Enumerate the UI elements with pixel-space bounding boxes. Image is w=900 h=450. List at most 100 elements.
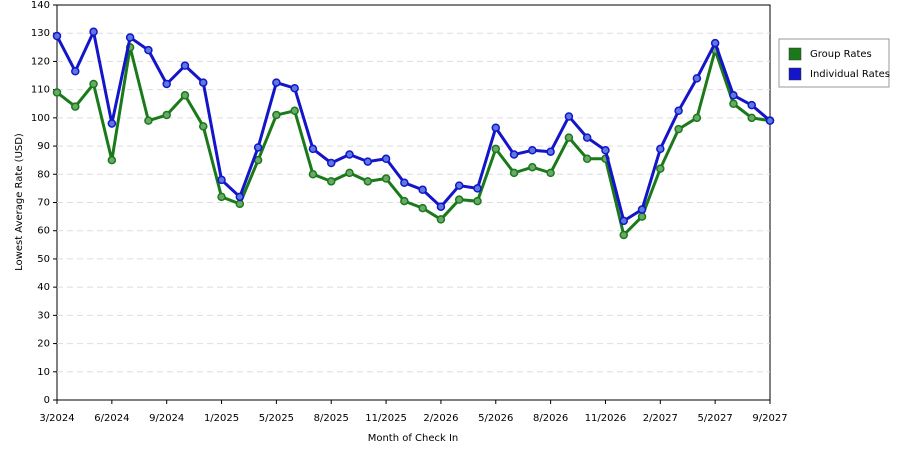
data-point bbox=[52, 88, 62, 97]
data-point bbox=[162, 110, 171, 120]
data-point bbox=[564, 133, 574, 142]
data-point bbox=[326, 158, 336, 168]
legend-label: Group Rates bbox=[810, 49, 872, 60]
data-point bbox=[199, 122, 208, 131]
data-point bbox=[89, 27, 98, 37]
y-tick-label: 90 bbox=[37, 141, 50, 152]
y-tick-label: 110 bbox=[31, 85, 50, 96]
data-point bbox=[436, 202, 446, 211]
data-point bbox=[253, 143, 263, 152]
x-tick-label: 5/2027 bbox=[698, 413, 733, 424]
x-tick-label: 11/2025 bbox=[365, 413, 407, 424]
legend-swatch bbox=[788, 67, 802, 81]
data-point bbox=[564, 112, 574, 121]
data-point bbox=[180, 91, 190, 100]
legend-swatch bbox=[788, 47, 802, 61]
data-point bbox=[235, 199, 245, 209]
series-line bbox=[56, 45, 771, 237]
data-point bbox=[491, 144, 501, 154]
data-point bbox=[710, 38, 720, 48]
data-point bbox=[52, 31, 62, 41]
x-tick-label: 9/2027 bbox=[752, 413, 787, 424]
y-tick-label: 30 bbox=[37, 310, 50, 321]
data-point bbox=[473, 184, 482, 193]
data-point bbox=[528, 146, 537, 155]
data-point bbox=[692, 113, 702, 123]
x-axis-title: Month of Check In bbox=[368, 433, 459, 444]
data-point bbox=[637, 212, 647, 221]
data-point bbox=[162, 79, 171, 89]
y-tick-label: 20 bbox=[37, 339, 50, 350]
x-tick-label: 3/2024 bbox=[39, 413, 74, 424]
data-point bbox=[692, 74, 702, 83]
data-point bbox=[619, 230, 628, 240]
data-point bbox=[272, 78, 281, 87]
data-point bbox=[619, 216, 628, 226]
y-tick-label: 10 bbox=[37, 367, 50, 378]
data-point bbox=[546, 168, 555, 178]
data-point bbox=[71, 67, 80, 76]
y-tick-label: 70 bbox=[37, 198, 50, 209]
data-point bbox=[656, 144, 665, 154]
x-tick-label: 8/2026 bbox=[533, 413, 568, 424]
y-tick-label: 100 bbox=[31, 113, 50, 124]
data-point bbox=[674, 106, 683, 116]
x-tick-label: 6/2024 bbox=[94, 413, 129, 424]
x-tick-label: 1/2025 bbox=[204, 413, 239, 424]
x-tick-label: 5/2025 bbox=[259, 413, 294, 424]
y-tick-label: 0 bbox=[44, 395, 50, 406]
y-tick-label: 50 bbox=[37, 254, 50, 265]
x-tick-label: 11/2026 bbox=[585, 413, 627, 424]
data-point bbox=[400, 196, 409, 206]
x-tick-label: 8/2025 bbox=[314, 413, 349, 424]
data-point bbox=[308, 144, 318, 154]
data-point bbox=[418, 203, 427, 213]
data-point bbox=[656, 164, 665, 173]
data-point bbox=[381, 174, 391, 183]
data-point bbox=[637, 205, 647, 214]
data-point bbox=[765, 116, 775, 125]
data-point bbox=[71, 102, 80, 111]
data-point bbox=[107, 119, 117, 128]
y-tick-label: 140 bbox=[31, 0, 50, 11]
plot-frame bbox=[56, 4, 771, 401]
data-point bbox=[235, 192, 245, 202]
data-point bbox=[290, 83, 299, 93]
data-point bbox=[363, 157, 373, 166]
data-point bbox=[326, 177, 336, 186]
x-tick-label: 5/2026 bbox=[478, 413, 513, 424]
data-point bbox=[747, 113, 756, 123]
data-point bbox=[582, 154, 592, 164]
data-point bbox=[509, 168, 519, 178]
data-point bbox=[125, 33, 135, 42]
data-point bbox=[345, 168, 354, 178]
data-point bbox=[144, 116, 153, 125]
x-tick-label: 9/2024 bbox=[149, 413, 184, 424]
data-point bbox=[217, 192, 226, 202]
data-point bbox=[454, 195, 464, 204]
data-point bbox=[601, 146, 610, 155]
data-point bbox=[308, 170, 318, 179]
data-point bbox=[144, 45, 153, 55]
y-tick-label: 60 bbox=[37, 226, 50, 237]
data-point bbox=[473, 196, 482, 206]
data-point bbox=[729, 91, 738, 100]
data-point bbox=[180, 61, 190, 70]
x-tick-label: 2/2027 bbox=[643, 413, 678, 424]
y-tick-label: 40 bbox=[37, 282, 50, 293]
data-point bbox=[199, 78, 208, 87]
data-point bbox=[491, 123, 501, 132]
data-point bbox=[400, 178, 409, 187]
y-tick-label: 130 bbox=[31, 28, 50, 39]
data-point bbox=[436, 215, 446, 224]
data-point bbox=[89, 79, 98, 89]
data-point bbox=[528, 162, 537, 172]
x-tick-label: 2/2026 bbox=[423, 413, 458, 424]
data-point bbox=[217, 175, 226, 185]
data-point bbox=[546, 147, 555, 156]
y-tick-label: 120 bbox=[31, 56, 50, 67]
data-point bbox=[290, 106, 299, 116]
y-axis-title: Lowest Average Rate (USD) bbox=[14, 133, 25, 271]
